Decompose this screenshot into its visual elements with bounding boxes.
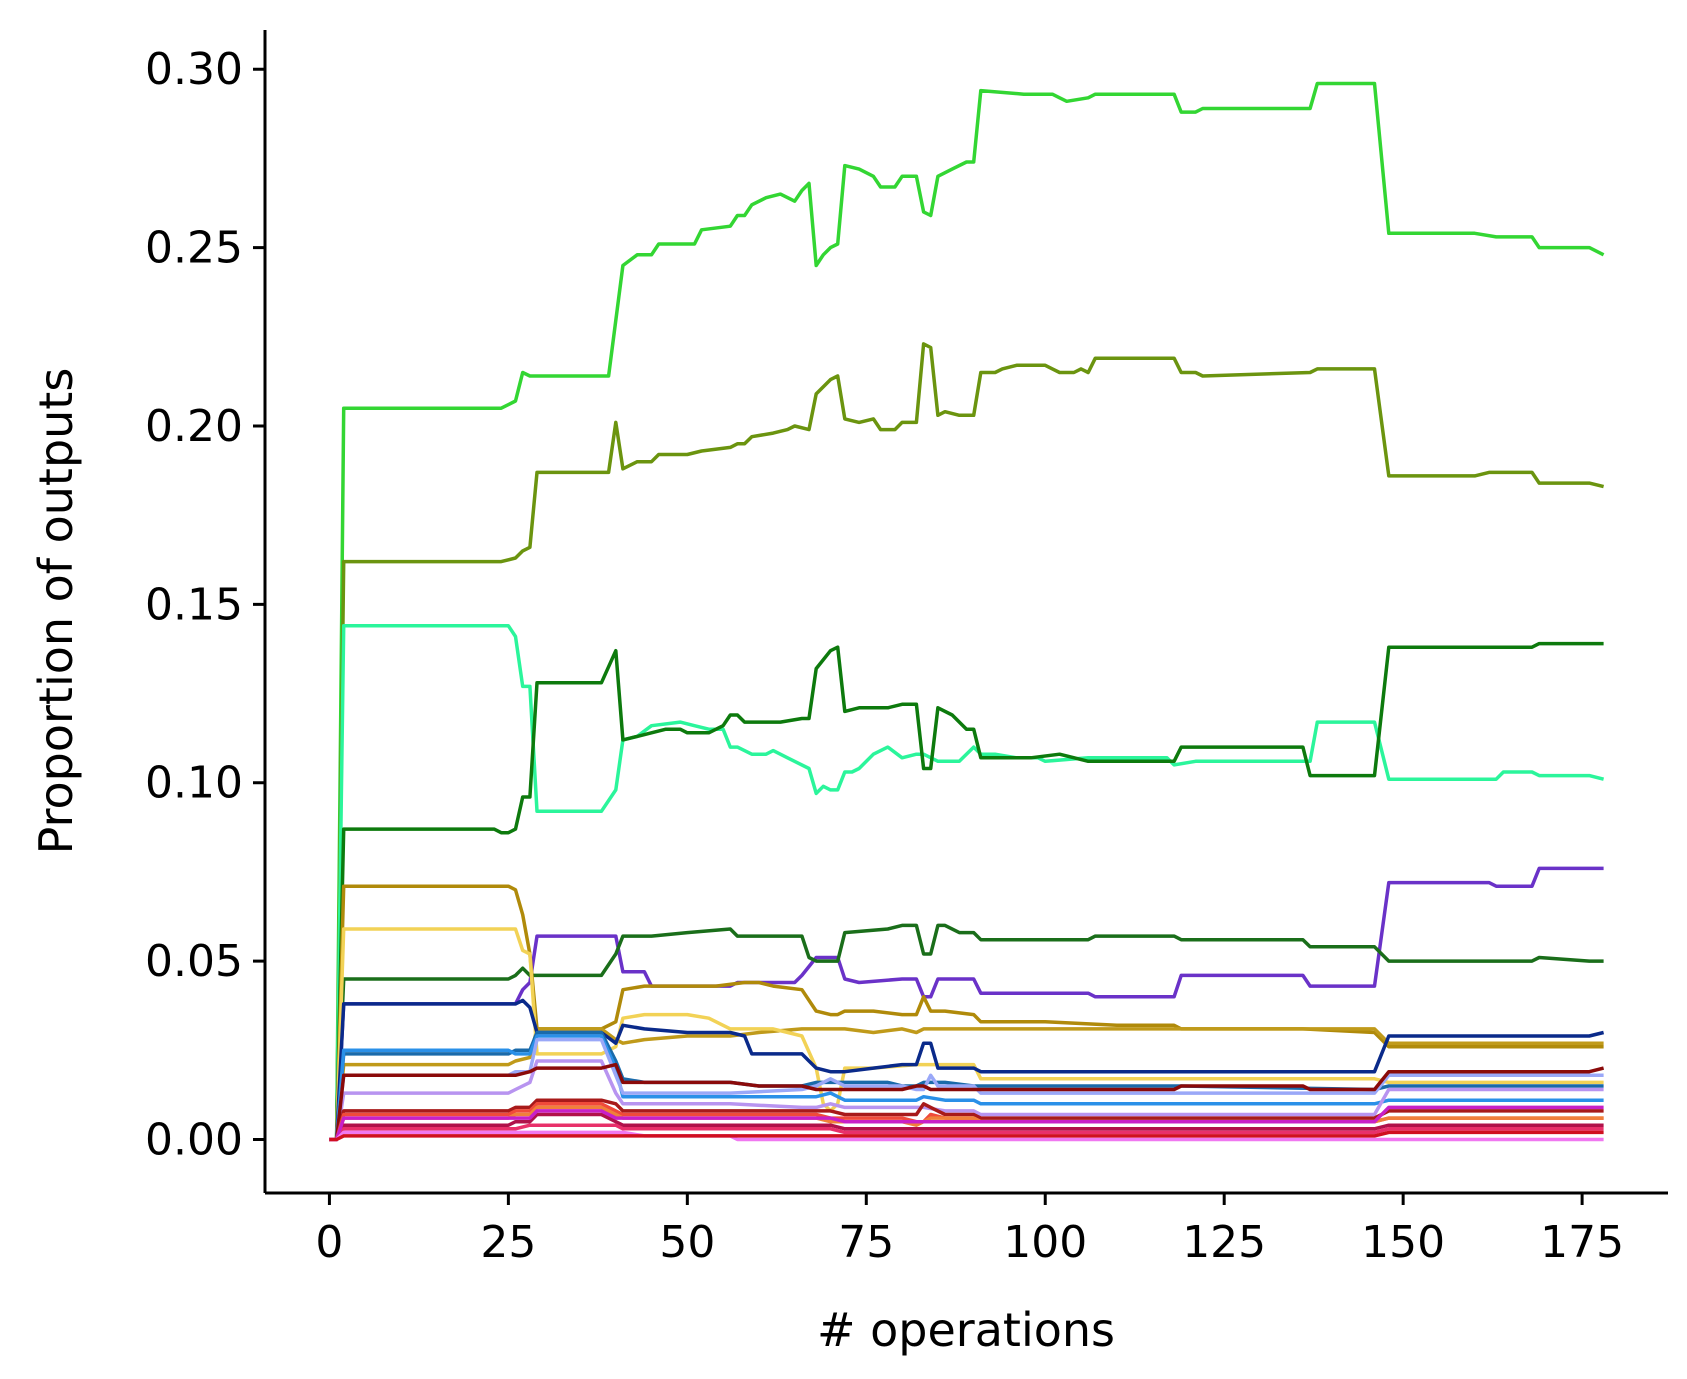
series-line-6 — [329, 923, 1604, 1142]
y-tick-label: 0.25 — [145, 223, 243, 274]
x-tick-label: 175 — [1540, 1217, 1624, 1268]
series-line-1 — [329, 81, 1605, 1142]
y-tick-label: 0.15 — [145, 579, 243, 630]
x-tick-label: 125 — [1182, 1217, 1266, 1268]
series-line-9 — [329, 927, 1604, 1142]
x-tick-label: 50 — [659, 1217, 715, 1268]
series-layer — [329, 81, 1605, 1142]
x-tick-label: 25 — [480, 1217, 536, 1268]
x-tick-label: 75 — [838, 1217, 894, 1268]
x-tick-label: 150 — [1361, 1217, 1445, 1268]
y-tick-label: 0.30 — [145, 44, 243, 95]
series-line-12 — [329, 1034, 1604, 1142]
series-line-22 — [329, 1130, 1604, 1142]
x-axis-label: # operations — [817, 1303, 1115, 1357]
series-line-11 — [329, 1030, 1604, 1142]
series-line-14 — [329, 1059, 1604, 1142]
x-ticks: 0 25 50 75 100 125 150 175 — [315, 1193, 1624, 1268]
y-tick-label: 0.10 — [145, 758, 243, 809]
y-ticks: 0.00 0.05 0.10 0.15 0.20 0.25 0.30 — [145, 44, 265, 1165]
series-line-19 — [329, 1112, 1604, 1142]
series-line-15 — [329, 1062, 1605, 1142]
x-tick-label: 0 — [315, 1217, 343, 1268]
series-line-4 — [329, 641, 1604, 1142]
series-line-5 — [329, 866, 1604, 1142]
x-tick-label: 100 — [1003, 1217, 1087, 1268]
series-line-21 — [329, 1105, 1604, 1142]
series-line-3 — [329, 624, 1605, 1142]
series-line-23 — [329, 1130, 1604, 1142]
series-line-2 — [329, 342, 1605, 1142]
y-tick-label: 0.20 — [145, 401, 243, 452]
axes — [263, 30, 1668, 1195]
series-line-20 — [329, 1123, 1604, 1142]
y-axis-label: Proportion of outputs — [29, 368, 83, 855]
y-tick-label: 0.00 — [145, 1114, 243, 1165]
series-line-10 — [329, 998, 1605, 1142]
y-tick-label: 0.05 — [145, 936, 243, 987]
series-line-16 — [329, 1098, 1604, 1142]
